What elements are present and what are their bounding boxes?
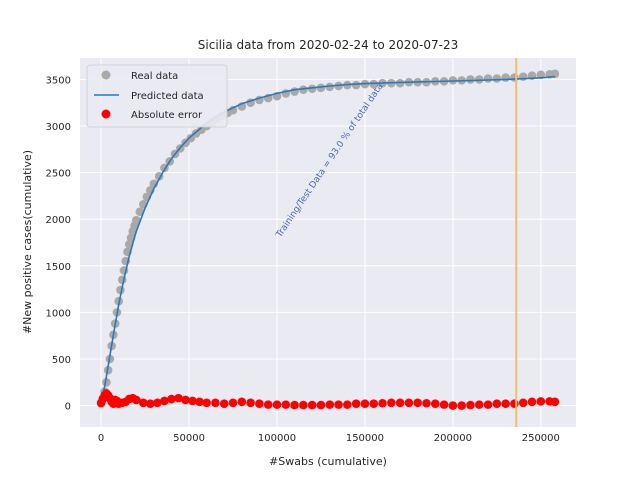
- y-tick-label: 1000: [46, 308, 71, 319]
- x-tick-label: 0: [98, 433, 104, 444]
- absolute-error-point: [195, 397, 204, 407]
- y-tick-label: 0: [65, 402, 71, 413]
- absolute-error-point: [290, 400, 299, 410]
- absolute-error-point: [263, 400, 273, 409]
- absolute-error-point: [351, 399, 361, 409]
- absolute-error-point: [510, 399, 519, 409]
- legend-absolute-error-label: Absolute error: [131, 110, 203, 121]
- real-data-point: [351, 80, 361, 90]
- absolute-error-point: [439, 400, 449, 409]
- real-data-point: [518, 72, 528, 81]
- absolute-error-point: [518, 398, 528, 408]
- y-axis-label: #New positive cases(cumulative): [21, 150, 34, 334]
- absolute-error-point: [188, 396, 197, 406]
- absolute-error-point: [272, 400, 282, 409]
- absolute-error-point: [325, 400, 335, 409]
- real-data-point: [466, 75, 475, 84]
- absolute-error-point: [413, 398, 423, 408]
- absolute-error-point: [202, 398, 211, 408]
- y-tick-label: 3000: [46, 122, 71, 133]
- real-data-point: [307, 84, 317, 94]
- absolute-error-point: [430, 399, 440, 409]
- absolute-error-point: [360, 399, 370, 409]
- absolute-error-point: [246, 398, 255, 408]
- real-data-point: [131, 215, 141, 225]
- absolute-error-point: [395, 398, 405, 408]
- absolute-error-point: [174, 393, 183, 403]
- absolute-error-point: [448, 401, 458, 410]
- y-tick-label: 1500: [46, 262, 71, 273]
- y-tick-label: 2500: [46, 169, 71, 180]
- real-data-point: [299, 85, 308, 94]
- absolute-error-point: [387, 398, 396, 408]
- y-tick-label: 500: [52, 355, 71, 366]
- absolute-error-point: [281, 400, 291, 409]
- absolute-error-point: [404, 398, 414, 408]
- absolute-error-point: [483, 400, 493, 409]
- legend-box: [86, 64, 228, 128]
- absolute-error-point: [160, 396, 169, 406]
- absolute-error-point: [228, 398, 238, 408]
- real-data-point: [501, 73, 510, 82]
- y-tick-label: 3500: [46, 75, 71, 86]
- absolute-error-point: [211, 398, 220, 408]
- x-tick-label: 50000: [173, 433, 205, 444]
- x-tick-label: 250000: [522, 433, 560, 444]
- absolute-error-point: [466, 400, 475, 410]
- absolute-error-point: [527, 397, 537, 407]
- absolute-error-point: [536, 397, 546, 406]
- real-data-point: [492, 74, 502, 83]
- absolute-error-point: [334, 400, 343, 409]
- x-axis-label: #Swabs (cumulative): [269, 455, 387, 468]
- real-data-point: [483, 74, 493, 83]
- legend-real-data-label: Real data: [131, 71, 178, 82]
- x-tick-label: 100000: [258, 433, 296, 444]
- legend-predicted-data-label: Predicted data: [131, 91, 204, 102]
- legend-real-data-marker: [101, 70, 111, 80]
- absolute-error-point: [550, 397, 560, 407]
- absolute-error-point: [501, 399, 510, 409]
- absolute-error-point: [181, 395, 190, 405]
- x-axis-ticks: 0 50000 100000 150000 200000 250000: [98, 433, 560, 444]
- absolute-error-point: [369, 399, 379, 409]
- x-tick-label: 150000: [346, 433, 384, 444]
- y-tick-label: 2000: [46, 215, 71, 226]
- real-data-point: [510, 73, 519, 82]
- legend: Real data Predicted data Absolute error: [86, 64, 228, 128]
- absolute-error-point: [474, 400, 484, 409]
- chart-title: Sicilia data from 2020-02-24 to 2020-07-…: [198, 38, 458, 52]
- real-data-point: [135, 207, 145, 217]
- legend-absolute-error-marker: [101, 109, 111, 119]
- absolute-error-point: [343, 400, 352, 409]
- real-data-point: [474, 75, 484, 84]
- absolute-error-point: [167, 394, 176, 404]
- absolute-error-point: [316, 400, 326, 410]
- real-data-point: [290, 87, 299, 96]
- absolute-error-point: [237, 397, 247, 407]
- absolute-error-point: [299, 400, 308, 410]
- absolute-error-point: [378, 398, 387, 408]
- predicted-data-line: [100, 75, 555, 403]
- absolute-error-point: [146, 399, 155, 409]
- x-tick-label: 200000: [434, 433, 472, 444]
- absolute-error-point: [307, 400, 317, 410]
- absolute-error-point: [131, 395, 141, 405]
- absolute-error-point: [139, 398, 148, 408]
- absolute-error-point: [219, 399, 229, 409]
- real-data-point: [316, 83, 326, 93]
- y-axis-ticks: 0 500 1000 1500 2000 2500 3000 3500: [46, 75, 71, 412]
- absolute-error-point: [422, 398, 431, 408]
- absolute-error-point: [457, 401, 466, 410]
- absolute-error-point: [492, 399, 502, 409]
- absolute-error-point: [153, 398, 162, 408]
- absolute-error-point: [255, 399, 264, 409]
- real-data-point: [325, 82, 335, 92]
